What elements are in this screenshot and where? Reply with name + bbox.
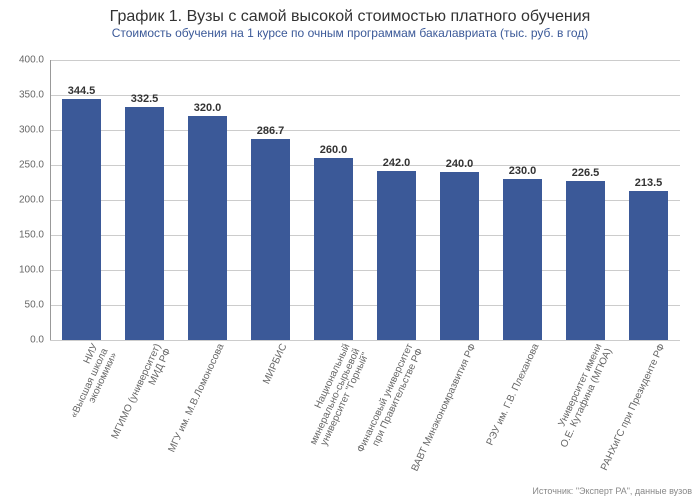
bar-value-label: 332.5 — [131, 93, 159, 107]
x-tick-label: МИРБИС — [256, 340, 289, 386]
bar: 286.7 — [251, 139, 290, 340]
grid-line — [50, 340, 680, 341]
bar: 242.0 — [377, 171, 416, 340]
bar-value-label: 230.0 — [509, 165, 537, 179]
bar-value-label: 226.5 — [572, 167, 600, 181]
bar: 240.0 — [440, 172, 479, 340]
source-text: Источник: "Эксперт РА", данные вузов — [532, 486, 692, 496]
y-tick-label: 150.0 — [19, 230, 50, 241]
y-tick-label: 100.0 — [19, 265, 50, 276]
bar-value-label: 344.5 — [68, 85, 96, 99]
bar-value-label: 260.0 — [320, 144, 348, 158]
y-tick-label: 300.0 — [19, 125, 50, 136]
x-tick-label: НИУ«Высшая школаэкономики» — [54, 340, 120, 424]
bar: 230.0 — [503, 179, 542, 340]
y-tick-label: 400.0 — [19, 55, 50, 66]
bar: 213.5 — [629, 191, 668, 340]
bar-value-label: 286.7 — [257, 125, 285, 139]
x-tick-label: Университет имениО.Е. Кутафина (МГЮА) — [544, 340, 614, 449]
chart-title: График 1. Вузы с самой высокой стоимость… — [0, 0, 700, 26]
y-tick-label: 50.0 — [25, 300, 50, 311]
y-tick-label: 350.0 — [19, 90, 50, 101]
y-tick-label: 0.0 — [30, 335, 50, 346]
bar: 226.5 — [566, 181, 605, 340]
chart-subtitle: Стоимость обучения на 1 курсе по очным п… — [0, 26, 700, 40]
plot-area: 0.050.0100.0150.0200.0250.0300.0350.0400… — [50, 60, 680, 340]
bar-value-label: 240.0 — [446, 158, 474, 172]
chart-container: График 1. Вузы с самой высокой стоимость… — [0, 0, 700, 500]
bar: 344.5 — [62, 99, 101, 340]
bar-value-label: 242.0 — [383, 157, 411, 171]
bar: 332.5 — [125, 107, 164, 340]
y-tick-label: 200.0 — [19, 195, 50, 206]
y-tick-label: 250.0 — [19, 160, 50, 171]
bar: 260.0 — [314, 158, 353, 340]
y-axis-line — [50, 60, 51, 340]
bar: 320.0 — [188, 116, 227, 340]
grid-line — [50, 60, 680, 61]
bar-value-label: 320.0 — [194, 102, 222, 116]
x-tick-label: РЭУ им. Г.В. Плеханова — [480, 340, 542, 447]
x-tick-label: МГУ им. М.В.Ломоносова — [161, 340, 226, 454]
bar-value-label: 213.5 — [635, 177, 663, 191]
